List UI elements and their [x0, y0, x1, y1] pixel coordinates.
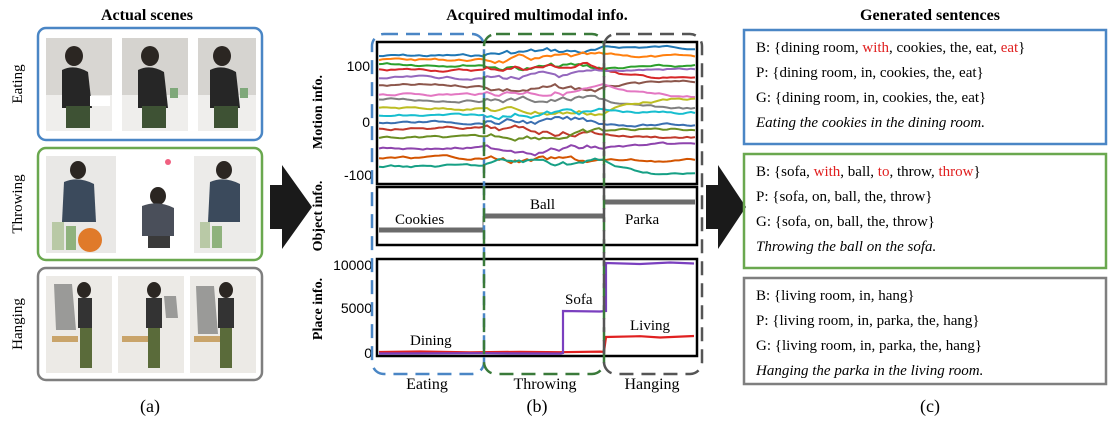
photo-throwing-2	[124, 156, 188, 253]
motion-ylabel: Motion info.	[311, 75, 326, 149]
sentence-line: P: {dining room, in, cookies, the, eat}	[756, 65, 984, 81]
scene-frame	[36, 146, 264, 262]
place-line-red	[378, 334, 695, 354]
motion-lines	[378, 44, 696, 176]
object-ylabel: Object info.	[311, 181, 326, 252]
photo-throwing-1	[46, 156, 116, 253]
scene-frame	[36, 266, 264, 382]
scene-label: Hanging	[10, 298, 26, 350]
photo-hanging-2	[118, 276, 184, 373]
motion-tick: 100	[347, 58, 371, 74]
scene-label: Eating	[10, 64, 26, 104]
arrow-a-to-b-icon	[270, 165, 312, 249]
motion-line	[378, 124, 696, 140]
motion-line	[378, 61, 696, 80]
motion-line	[378, 157, 696, 176]
motion-line	[379, 79, 696, 93]
place-lines	[378, 261, 695, 355]
place-tick: 10000	[333, 257, 372, 273]
scene-label: Throwing	[10, 174, 26, 234]
scene-eating: Eating	[10, 26, 264, 142]
motion-line	[378, 107, 696, 121]
motion-line	[378, 154, 696, 165]
photo-eating-3	[198, 38, 256, 131]
segment-label-hanging: Hanging	[624, 376, 679, 393]
panel-a-caption: (a)	[140, 396, 160, 417]
scene-throwing: Throwing	[10, 146, 264, 262]
motion-line	[378, 94, 696, 110]
motion-line	[378, 115, 696, 128]
photo-throwing-3	[194, 156, 256, 253]
panel-c-caption: (c)	[920, 396, 940, 417]
motion-tick: 0	[362, 114, 370, 130]
sentence-line: G: {living room, in, parka, the, hang}	[756, 338, 982, 354]
photo-eating-2	[122, 38, 188, 131]
motion-line	[378, 51, 696, 65]
segment-box-throwing	[482, 32, 606, 376]
motion-line	[378, 97, 696, 117]
panel-a-title: Actual scenes	[101, 7, 193, 24]
sentence-line: G: {sofa, on, ball, the, throw}	[756, 214, 935, 230]
object-label-cookies: Cookies	[395, 212, 444, 228]
motion-line	[378, 44, 696, 58]
natural-sentence: Hanging the parka in the living room.	[755, 363, 983, 379]
motion-line	[378, 67, 696, 81]
natural-sentence: Eating the cookies in the dining room.	[755, 115, 985, 131]
sentence-line: P: {sofa, on, ball, the, throw}	[756, 189, 933, 205]
panel-b-caption: (b)	[527, 396, 548, 417]
photo-hanging-1	[46, 276, 112, 373]
photo-hanging-3	[190, 276, 256, 373]
sentence-line: P: {living room, in, parka, the, hang}	[756, 313, 980, 329]
photo-eating-1	[46, 38, 112, 131]
place-tick: 0	[364, 345, 372, 361]
arrow-b-to-c-icon	[706, 165, 746, 249]
segment-label-throwing: Throwing	[513, 376, 576, 393]
motion-line	[378, 127, 696, 142]
scene-frame	[36, 26, 264, 142]
place-tick: 5000	[341, 300, 372, 316]
sentence-box-eating	[742, 28, 1108, 146]
segment-label-eating: Eating	[406, 376, 448, 393]
panel-a: Actual scenes Eating	[10, 7, 264, 417]
motion-line	[378, 83, 695, 98]
sentence-text-group: B: {dining room, with, cookies, the, eat…	[755, 40, 1025, 379]
panel-c: Generated sentences B: {dining room, wit…	[742, 7, 1108, 417]
panel-c-title: Generated sentences	[860, 7, 1000, 24]
motion-line	[378, 141, 696, 157]
scene-hanging: Hanging	[10, 266, 264, 382]
sentence-line: B: {sofa, with, ball, to, throw, throw}	[756, 164, 981, 180]
segment-box-eating	[370, 32, 486, 376]
sentence-line: G: {dining room, in, cookies, the, eat}	[756, 90, 986, 106]
place-label-sofa: Sofa	[565, 292, 593, 308]
motion-tick: -100	[344, 167, 372, 183]
place-label-living: Living	[630, 318, 670, 334]
object-label-ball: Ball	[530, 197, 555, 213]
sentence-box-throwing	[742, 152, 1108, 270]
segment-box-hanging	[602, 32, 704, 376]
sentence-line: B: {dining room, with, cookies, the, eat…	[756, 40, 1025, 56]
sentence-box-hanging	[742, 276, 1108, 386]
panel-b-title: Acquired multimodal info.	[446, 7, 628, 24]
panel-b: Acquired multimodal info. Motion info. 1…	[311, 7, 704, 417]
place-chart-frame	[375, 257, 699, 358]
place-label-dining: Dining	[410, 333, 452, 349]
object-label-parka: Parka	[625, 212, 659, 228]
place-ylabel: Place info.	[311, 278, 326, 340]
sentence-line: B: {living room, in, hang}	[756, 288, 915, 304]
place-line-purple	[378, 261, 695, 355]
natural-sentence: Throwing the ball on the sofa.	[756, 239, 936, 255]
